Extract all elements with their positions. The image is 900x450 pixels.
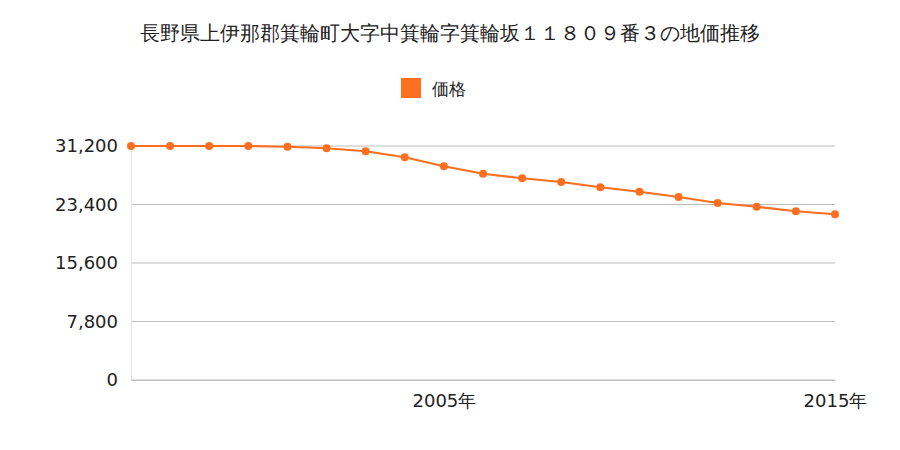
marker	[792, 207, 800, 215]
marker	[635, 188, 643, 196]
chart: 長野県上伊那郡箕輪町大字中箕輪字箕輪坂１１８０９番３の地価推移価格 0 7,800 1…	[0, 0, 900, 450]
y-tick-label: 31,200	[55, 135, 118, 156]
marker	[753, 203, 761, 211]
x-tick-label: 2015年	[804, 390, 868, 411]
grid	[131, 146, 835, 380]
legend-swatch	[401, 78, 421, 98]
x-axis-line	[132, 380, 836, 381]
x-tick-label: 2005年	[412, 390, 476, 411]
marker	[205, 142, 213, 150]
x-tick: 2005年	[412, 380, 476, 411]
marker	[323, 144, 331, 152]
y-tick: 0	[107, 369, 131, 390]
y-tick: 23,400	[55, 194, 131, 215]
marker	[557, 178, 565, 186]
marker	[596, 183, 604, 191]
marker	[401, 153, 409, 161]
grid-line	[131, 263, 835, 264]
legend-label: 価格	[432, 79, 466, 99]
plot-area	[127, 142, 839, 218]
grid-line	[131, 321, 835, 322]
legend: 価格	[401, 78, 466, 99]
y-axis: 0 7,800 15,600 23,400 31,200	[55, 135, 131, 390]
marker	[127, 142, 135, 150]
marker	[244, 142, 252, 150]
y-tick: 15,600	[55, 252, 131, 273]
x-axis: 2005年 2015年	[132, 380, 868, 411]
y-tick-label: 15,600	[55, 252, 118, 273]
marker	[831, 210, 839, 218]
y-tick: 31,200	[55, 135, 131, 156]
marker	[440, 162, 448, 170]
marker	[283, 143, 291, 151]
y-tick-label: 7,800	[66, 311, 118, 332]
grid-line	[131, 380, 835, 381]
marker	[166, 142, 174, 150]
y-tick: 7,800	[66, 311, 131, 332]
y-tick-label: 23,400	[55, 194, 118, 215]
marker	[362, 147, 370, 155]
marker	[518, 174, 526, 182]
title: 長野県上伊那郡箕輪町大字中箕輪字箕輪坂１１８０９番３の地価推移	[140, 21, 760, 45]
y-tick-label: 0	[107, 369, 118, 390]
marker	[479, 170, 487, 178]
line	[131, 146, 835, 214]
y-axis-line	[131, 147, 132, 381]
marker	[714, 199, 722, 207]
marker	[675, 193, 683, 201]
x-tick: 2015年	[804, 380, 868, 411]
